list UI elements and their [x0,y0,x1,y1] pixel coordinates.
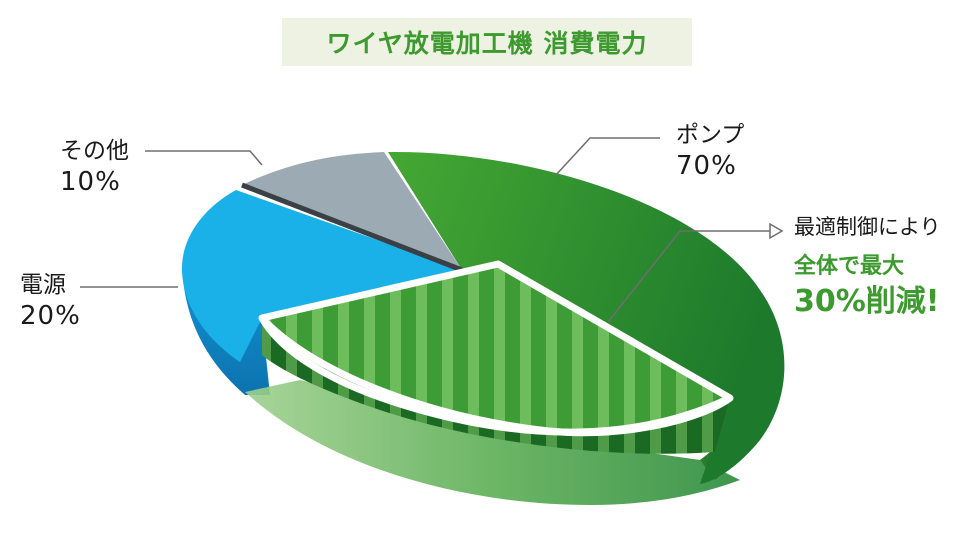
label-pump-value: 70% [676,151,737,181]
slice-other [242,152,462,270]
annotation-line1: 最適制御により [794,215,941,239]
label-power: 電源 20% [20,270,81,332]
annotation-line3: 30%削減! [794,284,940,319]
label-pump: ポンプ 70% [676,120,744,182]
annotation: 最適制御により 全体で最大 30%削減! [794,212,941,322]
label-pump-name: ポンプ [676,122,745,148]
label-power-name: 電源 [20,272,66,298]
label-other-value: 10% [60,167,121,197]
slice-power [182,190,462,362]
label-other: その他 10% [60,136,129,198]
label-other-name: その他 [60,138,129,164]
slice-separator [241,182,463,273]
chart-title: ワイヤ放電加工機 消費電力 [326,29,648,58]
annotation-line2: 全体で最大 [794,254,905,279]
leader-lines [80,137,784,323]
label-power-value: 20% [20,301,81,331]
chart-title-box: ワイヤ放電加工機 消費電力 [282,18,692,66]
reduction-area [258,260,734,454]
